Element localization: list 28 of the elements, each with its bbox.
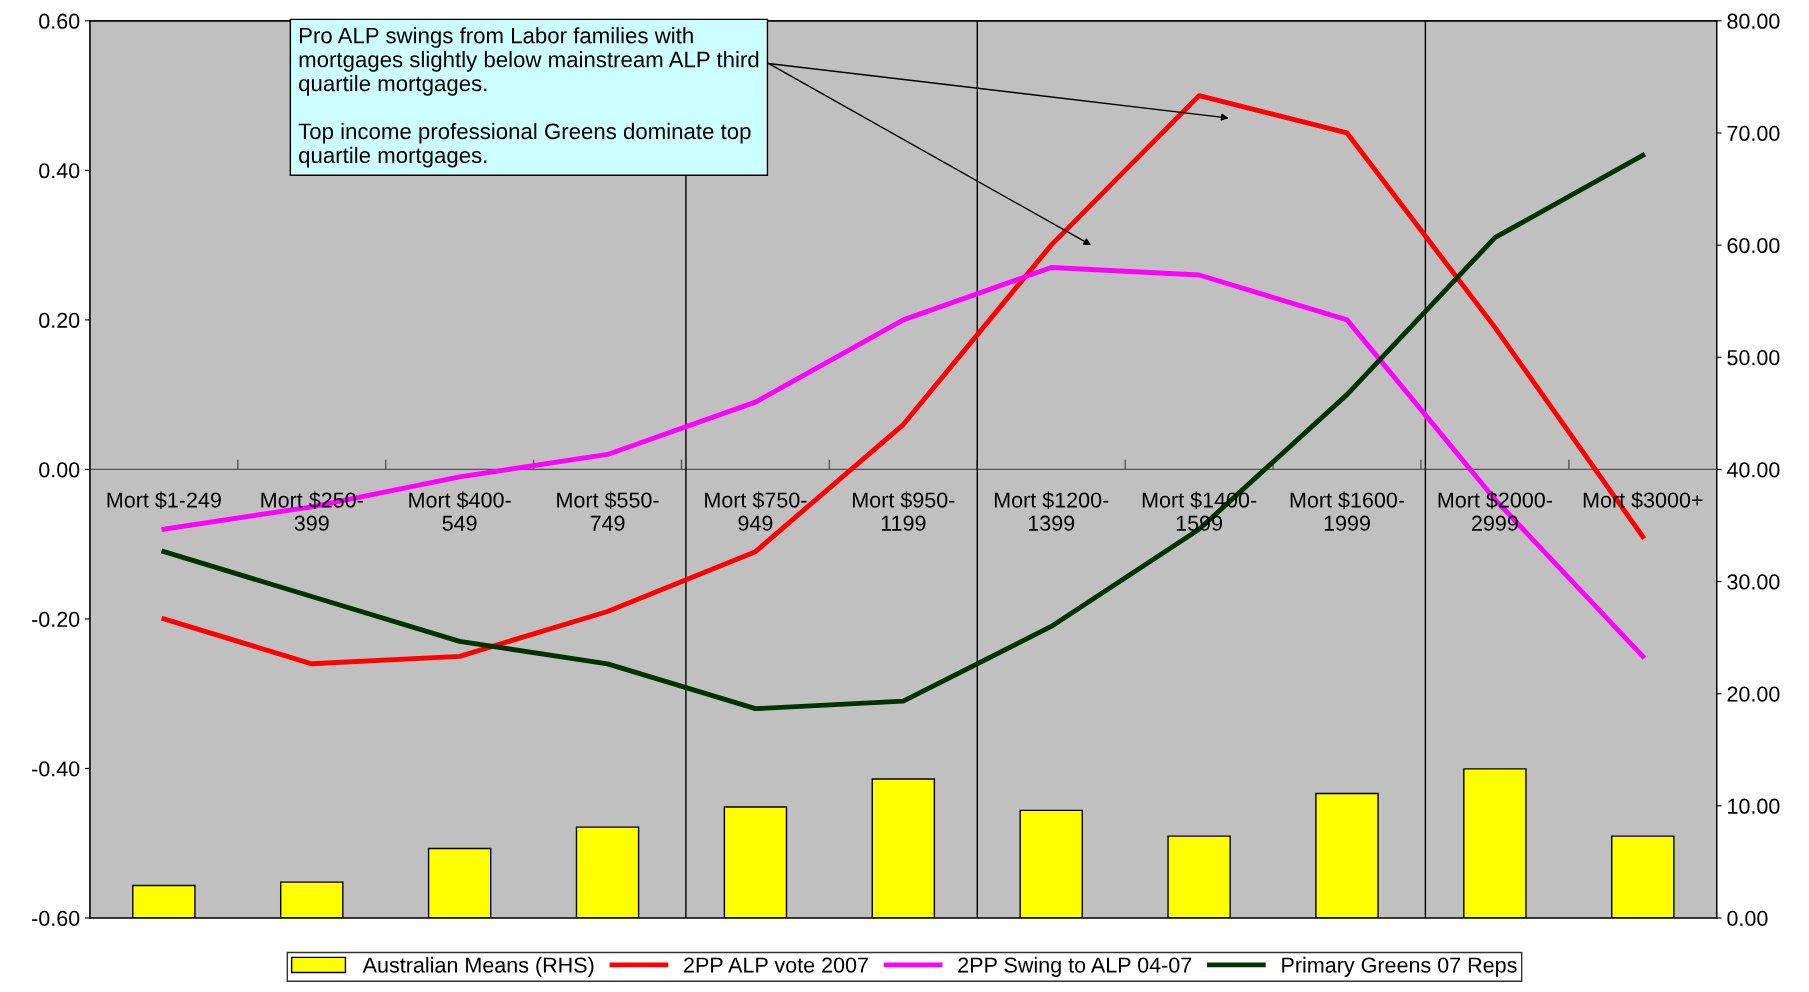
y-tick-label: 0.00 <box>39 462 80 478</box>
legend-label: Australian Means (RHS) <box>362 956 594 977</box>
y-tick-label: 0.20 <box>39 312 80 328</box>
x-tick-label: Mort $400- 549 <box>409 491 511 531</box>
y2-tick-label: 20.00 <box>1727 686 1780 702</box>
x-tick-label: Mort $1200- 1399 <box>994 491 1109 531</box>
x-tick-label: Mort $950- 1199 <box>853 491 955 531</box>
y2-tick-label: 80.00 <box>1727 13 1780 29</box>
x-tick-label: Mort $1-249 <box>107 491 221 509</box>
y-tick-label: -0.40 <box>32 761 80 777</box>
y2-tick-label: 40.00 <box>1726 462 1780 478</box>
legend-label: 2PP Swing to ALP 04-07 <box>958 956 1192 977</box>
x-tick-label: Mort $550- 749 <box>557 491 659 531</box>
y-tick-label: -0.60 <box>32 910 80 927</box>
y-tick-label: 0.40 <box>39 163 80 179</box>
y2-tick-label: 30.00 <box>1727 574 1780 590</box>
legend-label: 2PP ALP vote 2007 <box>684 957 868 973</box>
y2-tick-label: 10.00 <box>1728 798 1780 814</box>
text: Pro ALP swings from Labor families with mortgages slightly below mainstream ALP third quartile mortgages. Top income professional Greens dominate top quartile mortgages. <box>298 27 759 168</box>
y2-tick-label: 60.00 <box>1727 237 1780 254</box>
x-tick-label: Mort $1600- 1999 <box>1290 491 1405 531</box>
y-tick-label: 0.60 <box>39 13 80 29</box>
x-tick-label: Mort $750- 949 <box>705 491 807 531</box>
legend-label: Primary Greens 07 Reps <box>1282 956 1517 977</box>
y2-tick-label: 50.00 <box>1727 350 1780 366</box>
y2-tick-label: 0.00 <box>1727 910 1768 927</box>
y-tick-label: -0.20 <box>32 611 80 627</box>
y2-tick-label: 70.00 <box>1727 125 1780 141</box>
